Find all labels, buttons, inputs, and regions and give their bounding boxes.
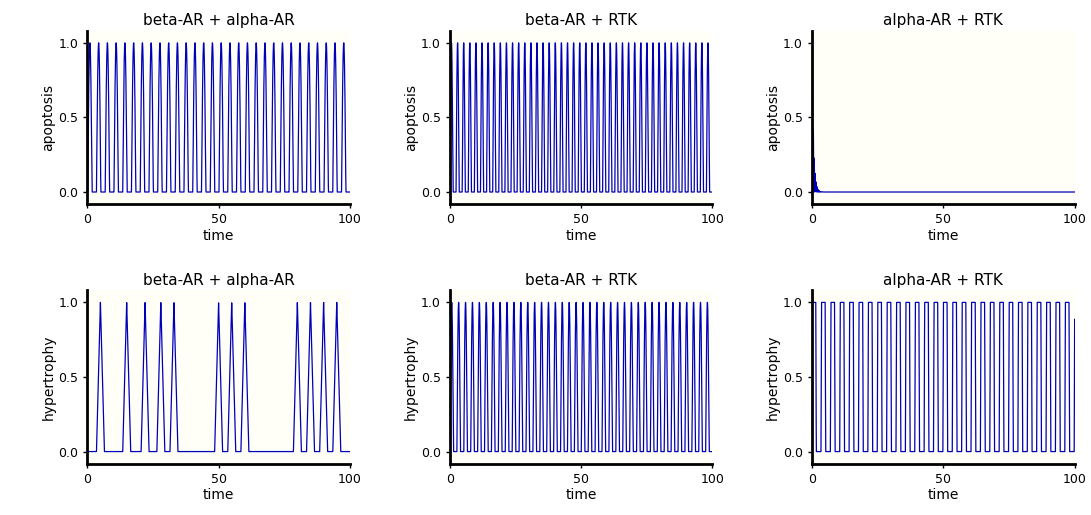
Title: alpha-AR + RTK: alpha-AR + RTK: [884, 13, 1004, 28]
Y-axis label: apoptosis: apoptosis: [766, 84, 780, 151]
Title: beta-AR + RTK: beta-AR + RTK: [525, 273, 637, 288]
X-axis label: time: time: [565, 229, 597, 243]
X-axis label: time: time: [203, 229, 235, 243]
Y-axis label: apoptosis: apoptosis: [41, 84, 56, 151]
Y-axis label: hypertrophy: hypertrophy: [766, 334, 780, 420]
Y-axis label: hypertrophy: hypertrophy: [41, 334, 56, 420]
Title: alpha-AR + RTK: alpha-AR + RTK: [884, 273, 1004, 288]
X-axis label: time: time: [927, 229, 959, 243]
Y-axis label: apoptosis: apoptosis: [404, 84, 418, 151]
Y-axis label: hypertrophy: hypertrophy: [404, 334, 418, 420]
Title: beta-AR + RTK: beta-AR + RTK: [525, 13, 637, 28]
X-axis label: time: time: [565, 488, 597, 502]
Title: beta-AR + alpha-AR: beta-AR + alpha-AR: [143, 13, 295, 28]
Title: beta-AR + alpha-AR: beta-AR + alpha-AR: [143, 273, 295, 288]
X-axis label: time: time: [203, 488, 235, 502]
X-axis label: time: time: [927, 488, 959, 502]
